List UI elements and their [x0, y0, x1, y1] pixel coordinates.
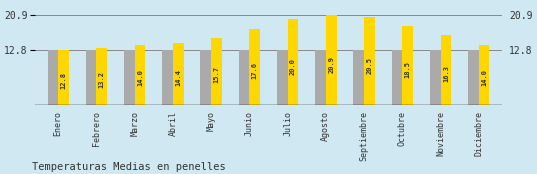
Text: 16.3: 16.3	[443, 65, 449, 82]
Bar	[173, 43, 184, 105]
Bar	[249, 29, 260, 105]
Bar	[479, 45, 489, 105]
Bar	[315, 50, 326, 105]
Bar	[97, 48, 107, 105]
Bar	[364, 17, 375, 105]
Bar	[288, 19, 299, 105]
Text: 14.0: 14.0	[137, 69, 143, 86]
Text: 14.4: 14.4	[175, 69, 182, 86]
Bar	[162, 50, 173, 105]
Text: 17.6: 17.6	[252, 62, 258, 80]
Bar	[58, 50, 69, 105]
Bar	[124, 50, 135, 105]
Bar	[353, 50, 364, 105]
Bar	[277, 50, 288, 105]
Bar	[391, 50, 402, 105]
Bar	[86, 50, 97, 105]
Text: 18.5: 18.5	[405, 61, 411, 78]
Bar	[440, 35, 451, 105]
Bar	[468, 50, 479, 105]
Text: 20.9: 20.9	[328, 56, 334, 73]
Bar	[200, 50, 211, 105]
Text: 20.0: 20.0	[290, 58, 296, 75]
Text: 13.2: 13.2	[99, 71, 105, 88]
Bar	[211, 38, 222, 105]
Bar	[238, 50, 249, 105]
Text: 14.0: 14.0	[481, 69, 487, 86]
Text: Temperaturas Medias en penelles: Temperaturas Medias en penelles	[32, 162, 226, 172]
Text: 15.7: 15.7	[214, 66, 220, 83]
Bar	[326, 15, 337, 105]
Bar	[402, 26, 413, 105]
Text: 12.8: 12.8	[61, 72, 67, 89]
Text: 20.5: 20.5	[366, 57, 373, 74]
Bar	[135, 45, 146, 105]
Bar	[48, 50, 58, 105]
Bar	[430, 50, 440, 105]
